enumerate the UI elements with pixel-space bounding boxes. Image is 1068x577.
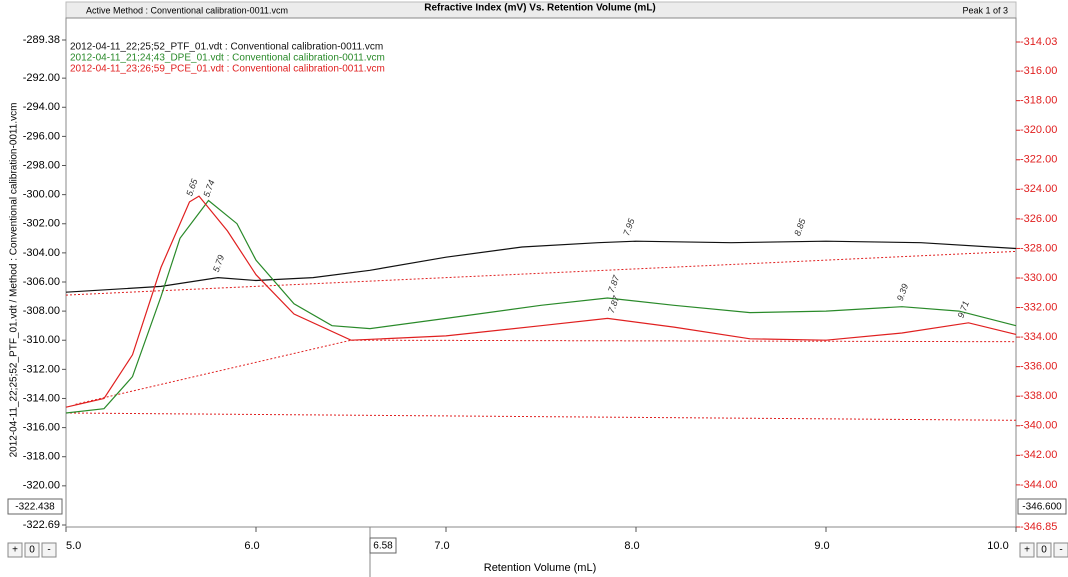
y-tick-label: -289.38 (23, 34, 60, 46)
y-axis-title: 2012-04-11_22;25;52_PTF_01.vdt / Method … (9, 103, 20, 458)
button-frame[interactable] (1053, 542, 1068, 558)
x-tick-label: 9.0 (814, 540, 829, 552)
x-axis-title: Retention Volume (mL) (484, 562, 597, 574)
baseline (65, 250, 1017, 296)
control-button[interactable]: + (1019, 542, 1035, 558)
chart-title: Refractive Index (mV) Vs. Retention Volu… (424, 3, 656, 14)
y-tick-label: -308.00 (23, 305, 60, 317)
control-button[interactable]: + (7, 542, 23, 558)
legend-entry: 2012-04-11_21;24;43_DPE_01.vdt : Convent… (70, 53, 385, 64)
y2-tick-label: -334.00 (1020, 331, 1057, 343)
series-line (65, 199, 1017, 414)
button-frame[interactable] (1019, 542, 1035, 558)
y-tick-label: -300.00 (23, 189, 60, 201)
y2-tick-label: -346.85 (1020, 521, 1057, 533)
right-cursor-box[interactable] (1017, 498, 1067, 515)
y-tick-label: -314.00 (23, 392, 60, 404)
y-tick-label: -306.00 (23, 276, 60, 288)
button-label: - (47, 545, 50, 556)
button-label: + (1024, 545, 1030, 556)
x-tick-label: 10.0 (987, 540, 1008, 552)
x-tick-label: 6.0 (244, 540, 259, 552)
y-tick-label: -304.00 (23, 247, 60, 259)
y-tick-label: -316.00 (23, 421, 60, 433)
y-tick-label: -310.00 (23, 334, 60, 346)
y2-tick-label: -316.00 (1020, 65, 1057, 77)
active-method: Active Method : Conventional calibration… (86, 5, 288, 15)
y-tick-label: -322.69 (23, 519, 60, 531)
y-tick-label: -298.00 (23, 159, 60, 171)
series-line (65, 195, 1017, 408)
button-frame[interactable] (41, 542, 57, 558)
button-label: + (12, 545, 18, 556)
y-tick-label: -312.00 (23, 363, 60, 375)
x-tick-label: 5.0 (66, 540, 81, 552)
cursor-x-box[interactable] (369, 537, 397, 554)
y2-tick-label: -324.00 (1020, 183, 1057, 195)
peak-indicator: Peak 1 of 3 (962, 5, 1008, 15)
y2-tick-label: -322.00 (1020, 154, 1057, 166)
control-button[interactable]: 0 (24, 542, 40, 558)
y2-tick-label: -332.00 (1020, 301, 1057, 313)
button-frame[interactable] (24, 542, 40, 558)
y-tick-label: -296.00 (23, 130, 60, 142)
left-cursor-box[interactable] (7, 498, 63, 515)
y2-tick-label: -338.00 (1020, 390, 1057, 402)
control-button[interactable]: - (1053, 542, 1068, 558)
legend-entry: 2012-04-11_22;25;52_PTF_01.vdt : Convent… (70, 42, 383, 53)
y2-tick-label: -318.00 (1020, 95, 1057, 107)
button-label: - (1059, 545, 1062, 556)
legend-entry: 2012-04-11_23;26;59_PCE_01.vdt : Convent… (70, 64, 385, 75)
plot-frame (65, 17, 1017, 528)
y2-tick-label: -328.00 (1020, 242, 1057, 254)
y2-tick-label: -340.00 (1020, 420, 1057, 432)
button-frame[interactable] (7, 542, 23, 558)
y2-tick-label: -336.00 (1020, 361, 1057, 373)
y-tick-label: -320.00 (23, 480, 60, 492)
y-tick-label: -318.00 (23, 451, 60, 463)
control-button[interactable]: - (41, 542, 57, 558)
y-tick-label: -302.00 (23, 218, 60, 230)
y2-tick-label: -320.00 (1020, 124, 1057, 136)
button-label: 0 (29, 545, 35, 556)
y2-tick-label: -344.00 (1020, 479, 1057, 491)
y2-tick-label: -330.00 (1020, 272, 1057, 284)
y2-tick-label: -314.03 (1020, 36, 1057, 48)
right-cursor: -346.600 (1022, 502, 1062, 513)
y-tick-label: -292.00 (23, 72, 60, 84)
cursor-x: 6.58 (373, 541, 393, 552)
left-cursor: -322.438 (15, 502, 55, 513)
control-button[interactable]: 0 (1036, 542, 1052, 558)
y2-tick-label: -326.00 (1020, 213, 1057, 225)
button-frame[interactable] (1036, 542, 1052, 558)
series-line (65, 240, 1017, 293)
y-tick-label: -294.00 (23, 101, 60, 113)
x-tick-label: 7.0 (434, 540, 449, 552)
button-label: 0 (1041, 545, 1047, 556)
y2-tick-label: -342.00 (1020, 449, 1057, 461)
x-tick-label: 8.0 (624, 540, 639, 552)
